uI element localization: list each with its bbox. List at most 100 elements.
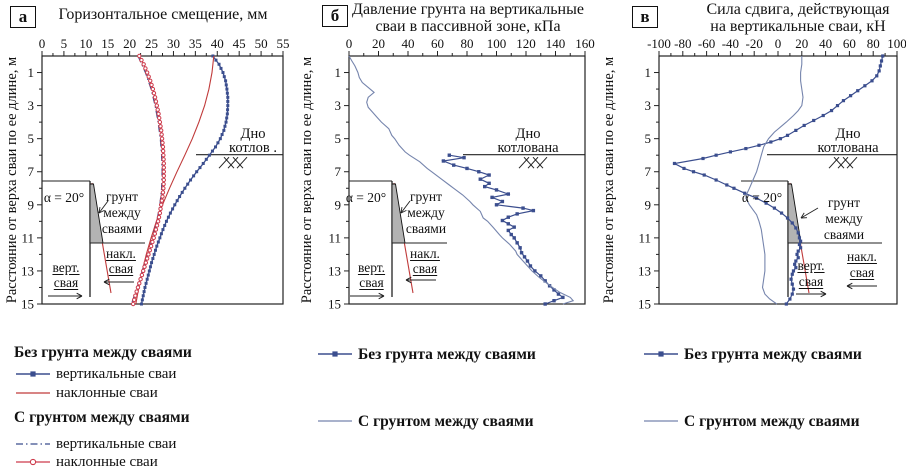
y-tick-label: 11 [638,230,651,245]
x-tick-label: 0 [39,36,46,51]
y-tick-label: 1 [645,65,652,80]
inset-inclined-pile-label-line2: свая [412,261,438,276]
y-tick-label: 7 [645,164,652,179]
chart-v-title-line2: на вертикальные сваи, кН [710,18,886,35]
inset-soil-label-line1: грунт [828,195,860,210]
x-tick-label: 80 [461,36,474,51]
inset-inclined-pile-label-line1: накл. [410,246,440,261]
legend-item-label: вертикальные сваи [56,436,177,452]
legend-item-label: наклонные сваи [56,385,158,401]
chart-b-title-line2: сваи в пассивной зоне, кПа [375,18,561,35]
excavation-label-line1: Дно [515,126,541,142]
legend-item-label: С грунтом между сваями [684,413,860,430]
x-tick-label: 0 [775,36,782,51]
inset-soil-label-line2: между [103,205,141,220]
legend-item-label: вертикальные сваи [56,366,177,382]
x-tick-label: 80 [867,36,880,51]
x-tick-label: 60 [843,36,856,51]
inset-vertical-pile-label-line2: свая [359,275,384,290]
legend-header-with-soil: С грунтом между сваями [14,409,190,426]
y-tick-label: 7 [28,164,35,179]
chart-a-title: Горизонтальное смещение, мм [58,6,268,23]
y-tick-label: 3 [645,98,652,113]
x-tick-label: 20 [123,36,136,51]
y-tick-label: 11 [328,230,341,245]
y-tick-label: 7 [335,164,342,179]
x-tick-label: 10 [79,36,92,51]
x-tick-label: 35 [189,36,202,51]
x-tick-label: 50 [255,36,268,51]
legend-header-no-soil: Без грунта между сваями [14,344,192,361]
inset-inclined-pile-label-line1: накл. [847,249,877,264]
y-tick-label: 13 [21,263,34,278]
series-line [745,56,804,305]
y-tick-label: 9 [335,197,342,212]
y-tick-label: 15 [21,297,34,312]
y-tick-label: 13 [328,263,341,278]
inset-vertical-pile-label-line1: верт. [797,258,825,273]
panel-label-b: б [322,5,348,27]
x-tick-label: -40 [722,36,739,51]
y-tick-label: 9 [645,197,652,212]
x-tick-label: 140 [546,36,566,51]
inset-soil-label-line2: между [825,211,863,226]
y-tick-label: 1 [335,65,342,80]
inset-inclined-pile-label-line1: накл. [106,246,136,261]
inset-alpha-label: α = 20° [741,190,783,205]
x-tick-label: -100 [647,36,671,51]
x-tick-label: 40 [402,36,415,51]
inset-soil-label-line3: сваями [405,221,447,236]
inset-soil-label-line3: сваями [823,227,865,242]
y-tick-label: 3 [28,98,35,113]
x-tick-label: 40 [211,36,224,51]
chart-b-title-line1: Давление грунта на вертикальные [352,1,584,18]
chart-v-title-line1: Сила сдвига, действующая [706,1,890,18]
x-tick-label: 0 [346,36,353,51]
x-tick-label: 45 [233,36,246,51]
x-tick-label: 20 [795,36,808,51]
excavation-label-line2: котлов . [229,140,277,156]
inset-vertical-pile-label-line1: верт. [357,260,386,275]
inset-vertical-pile-label-line1: верт. [52,260,80,275]
inset-inclined-pile-label-line2: свая [849,265,875,280]
legend-item-label: Без грунта между сваями [358,346,536,363]
inset-soil-label-line2: между [407,205,445,220]
y-tick-label: 9 [28,197,35,212]
series-line [672,55,884,305]
y-tick-label: 13 [638,263,651,278]
y-tick-label: 11 [21,230,34,245]
legend-item-label: наклонные сваи [56,454,158,470]
legend-item-label: С грунтом между сваями [358,413,534,430]
x-tick-label: 15 [101,36,114,51]
y-tick-label: 3 [335,98,342,113]
x-tick-label: 20 [372,36,385,51]
x-tick-label: 5 [61,36,68,51]
panel-label-a: а [10,6,36,28]
y-tick-label: 15 [328,297,341,312]
excavation-label-line2: котлована [817,140,879,156]
chart-v-y-axis-title: Расстояние от верха сваи по ее длине, м [601,56,617,304]
x-tick-label: -80 [674,36,691,51]
x-tick-label: 30 [167,36,180,51]
x-tick-label: 55 [277,36,290,51]
y-tick-label: 15 [638,297,651,312]
x-tick-label: 120 [516,36,536,51]
x-tick-label: 25 [145,36,158,51]
x-tick-label: -20 [746,36,763,51]
excavation-label-line1: Дно [835,126,861,142]
y-tick-label: 1 [28,65,35,80]
series-line [135,55,215,305]
inset-soil-label-line1: грунт [410,189,442,204]
x-tick-label: 100 [887,36,906,51]
x-tick-label: 100 [487,36,507,51]
chart-a-y-axis-title: Расстояние от верха сваи по ее длине, м [4,56,20,304]
inset-soil-label-line1: грунт [106,189,138,204]
series-line [348,55,575,305]
series-line [441,154,565,305]
inset-soil-label-line3: сваями [101,221,143,236]
